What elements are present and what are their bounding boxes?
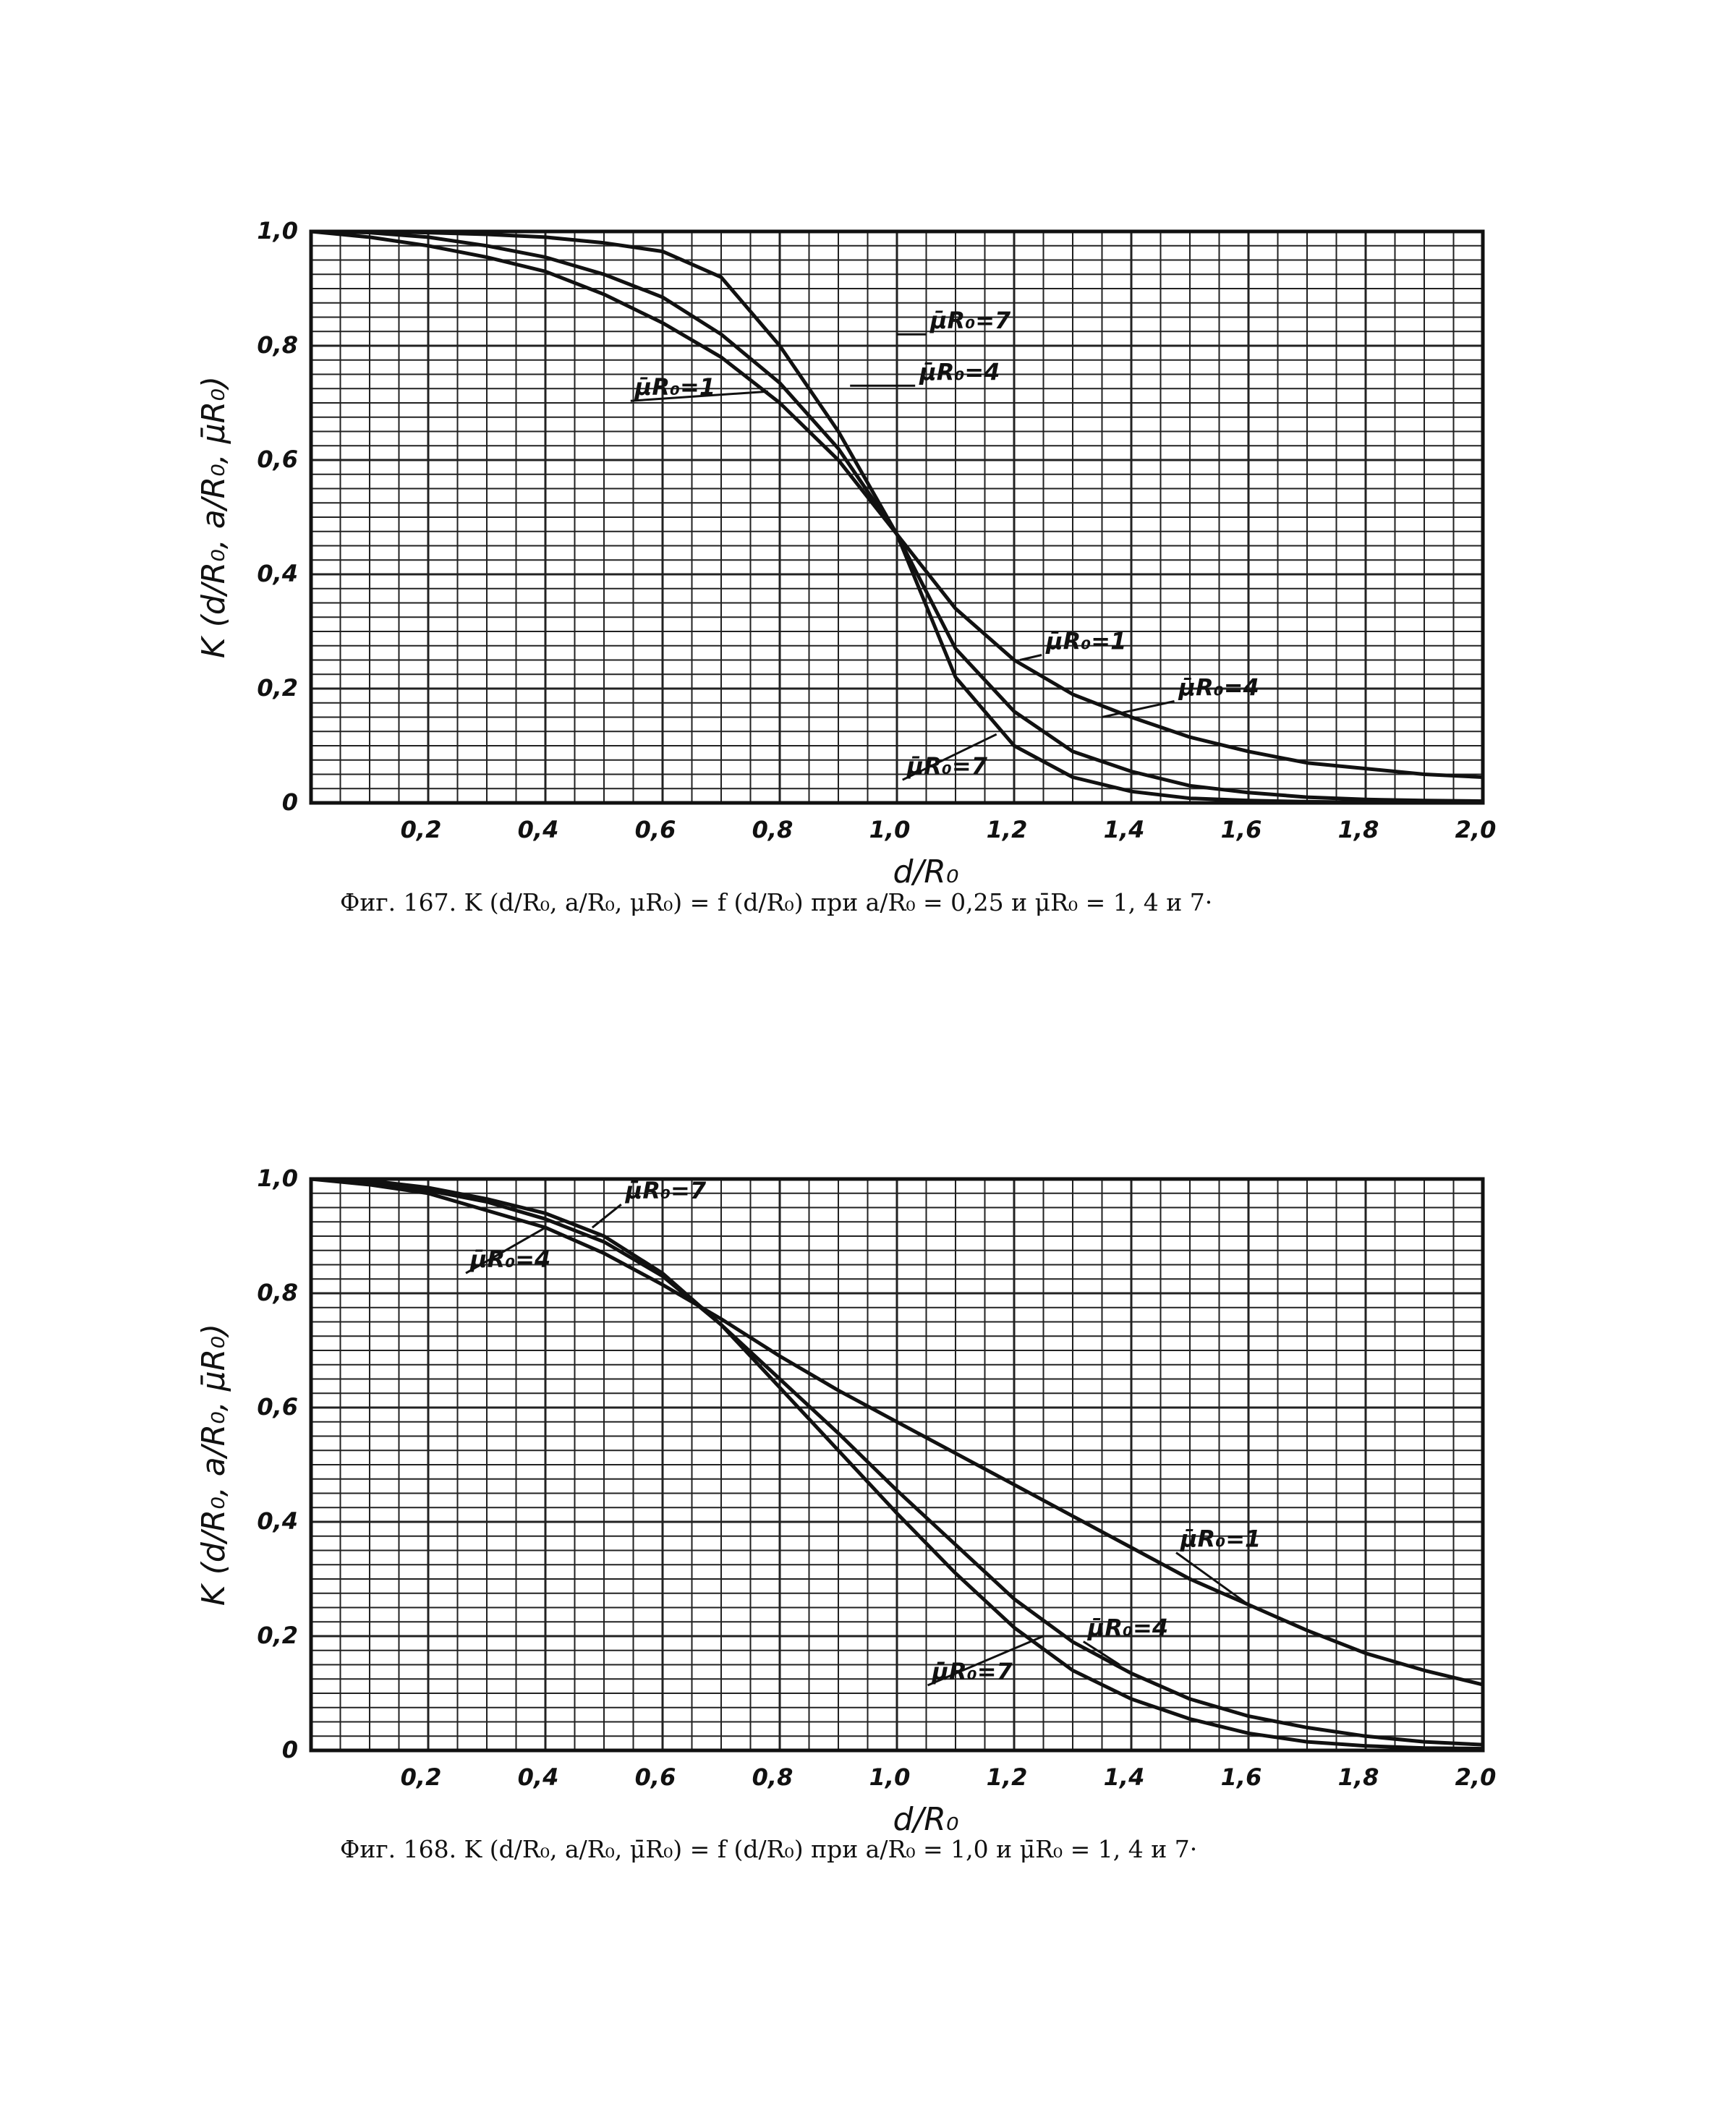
y-tick-label: 0 — [282, 788, 298, 816]
curve-label: μ̄R₀=4 — [919, 358, 1000, 386]
y-tick-label: 0 — [282, 1736, 298, 1763]
series-line — [310, 1177, 1484, 1751]
curve-label-leader — [591, 1203, 622, 1229]
x-tick-label: 1,8 — [1338, 816, 1379, 843]
grid — [310, 230, 1484, 804]
series-line — [310, 1177, 1484, 1687]
figure-caption-168: Фиг. 168. K (d/R₀, a/R₀, μ̄R₀) = f (d/R₀… — [340, 1835, 1198, 1863]
y-tick-label: 0,8 — [257, 1279, 298, 1306]
x-axis-title: d/R₀ — [893, 854, 959, 890]
curve-label-leader — [1019, 654, 1042, 661]
y-axis-title: K (d/R₀, a/R₀, μ̄R₀) — [195, 1324, 232, 1606]
curve-label-leader — [1175, 1551, 1249, 1606]
x-tick-label: 2,0 — [1455, 1763, 1497, 1791]
curve-label: μ̄R₀=7 — [906, 752, 988, 780]
x-tick-label: 1,6 — [1221, 1763, 1262, 1791]
x-tick-label: 1,4 — [1104, 816, 1145, 843]
curve-label: μ̄R₀=1 — [1045, 628, 1126, 655]
y-tick-label: 0,2 — [257, 674, 298, 702]
curve-label: μ̄R₀=4 — [1178, 674, 1259, 702]
y-tick-label: 0,6 — [257, 1393, 298, 1421]
x-tick-label: 0,2 — [401, 816, 442, 843]
curve-label: μ̄R₀=7 — [929, 307, 1011, 334]
x-tick-label: 1,6 — [1221, 816, 1262, 843]
y-axis-title: K (d/R₀, a/R₀, μ̄R₀) — [195, 376, 232, 658]
x-tick-label: 0,4 — [518, 1763, 559, 1791]
curve-label: μ̄R₀=7 — [932, 1658, 1013, 1685]
x-tick-label: 0,6 — [635, 1763, 676, 1791]
series-line — [311, 229, 1484, 805]
curve-label-leader — [1102, 700, 1175, 718]
x-tick-label: 1,4 — [1104, 1763, 1145, 1791]
x-tick-label: 0,8 — [752, 816, 793, 843]
curve-label-leader — [927, 1635, 1044, 1687]
curve-label: μ̄R₀=4 — [1087, 1614, 1168, 1642]
curve-label-leader — [465, 1226, 546, 1274]
plot-frame — [309, 1177, 1485, 1753]
x-tick-label: 1,0 — [869, 816, 911, 843]
y-tick-label: 0,6 — [257, 446, 298, 473]
curve-label: μ̄R₀=1 — [634, 373, 715, 401]
x-tick-label: 1,0 — [869, 1763, 911, 1791]
x-tick-label: 0,4 — [518, 816, 559, 843]
y-tick-label: 1,0 — [257, 1165, 298, 1192]
y-tick-label: 0,2 — [257, 1622, 298, 1649]
y-tick-label: 0,8 — [257, 331, 298, 359]
y-tick-label: 0,4 — [257, 1507, 298, 1535]
x-tick-label: 1,2 — [987, 1763, 1028, 1791]
plot-frame — [309, 229, 1485, 805]
x-tick-label: 0,8 — [752, 1763, 793, 1791]
curve-label-leader — [1082, 1640, 1120, 1666]
y-tick-label: 0,4 — [257, 560, 298, 587]
series-line — [310, 1177, 1484, 1747]
x-tick-label: 0,6 — [635, 816, 676, 843]
x-axis-title: d/R₀ — [893, 1801, 959, 1837]
x-tick-label: 1,8 — [1338, 1763, 1379, 1791]
figure-caption-167: Фиг. 167. K (d/R₀, a/R₀, μR₀) = f (d/R₀)… — [340, 888, 1213, 916]
curve-label-leader — [630, 390, 768, 402]
curve-label: μ̄R₀=7 — [625, 1177, 707, 1204]
curve-label: μ̄R₀=1 — [1180, 1525, 1261, 1553]
curve-label: μ̄R₀=4 — [469, 1246, 550, 1273]
chart-figure-168: 0 0,2 0,4 0,6 0,8 1,0 0,2 0,4 0,6 0,8 1,0 1,2 1,4 1,6… — [195, 1165, 1497, 1837]
y-tick-label: 1,0 — [257, 217, 298, 244]
x-tick-label: 1,2 — [987, 816, 1028, 843]
x-tick-label: 0,2 — [401, 1763, 442, 1791]
chart-figure-167: 0 0,2 0,4 0,6 0,8 1,0 0,2 0,4 0,6 0,8 1,0 1,2 1,4 1,6… — [195, 217, 1497, 890]
x-tick-label: 2,0 — [1455, 816, 1497, 843]
curve-label-leader — [902, 733, 997, 781]
